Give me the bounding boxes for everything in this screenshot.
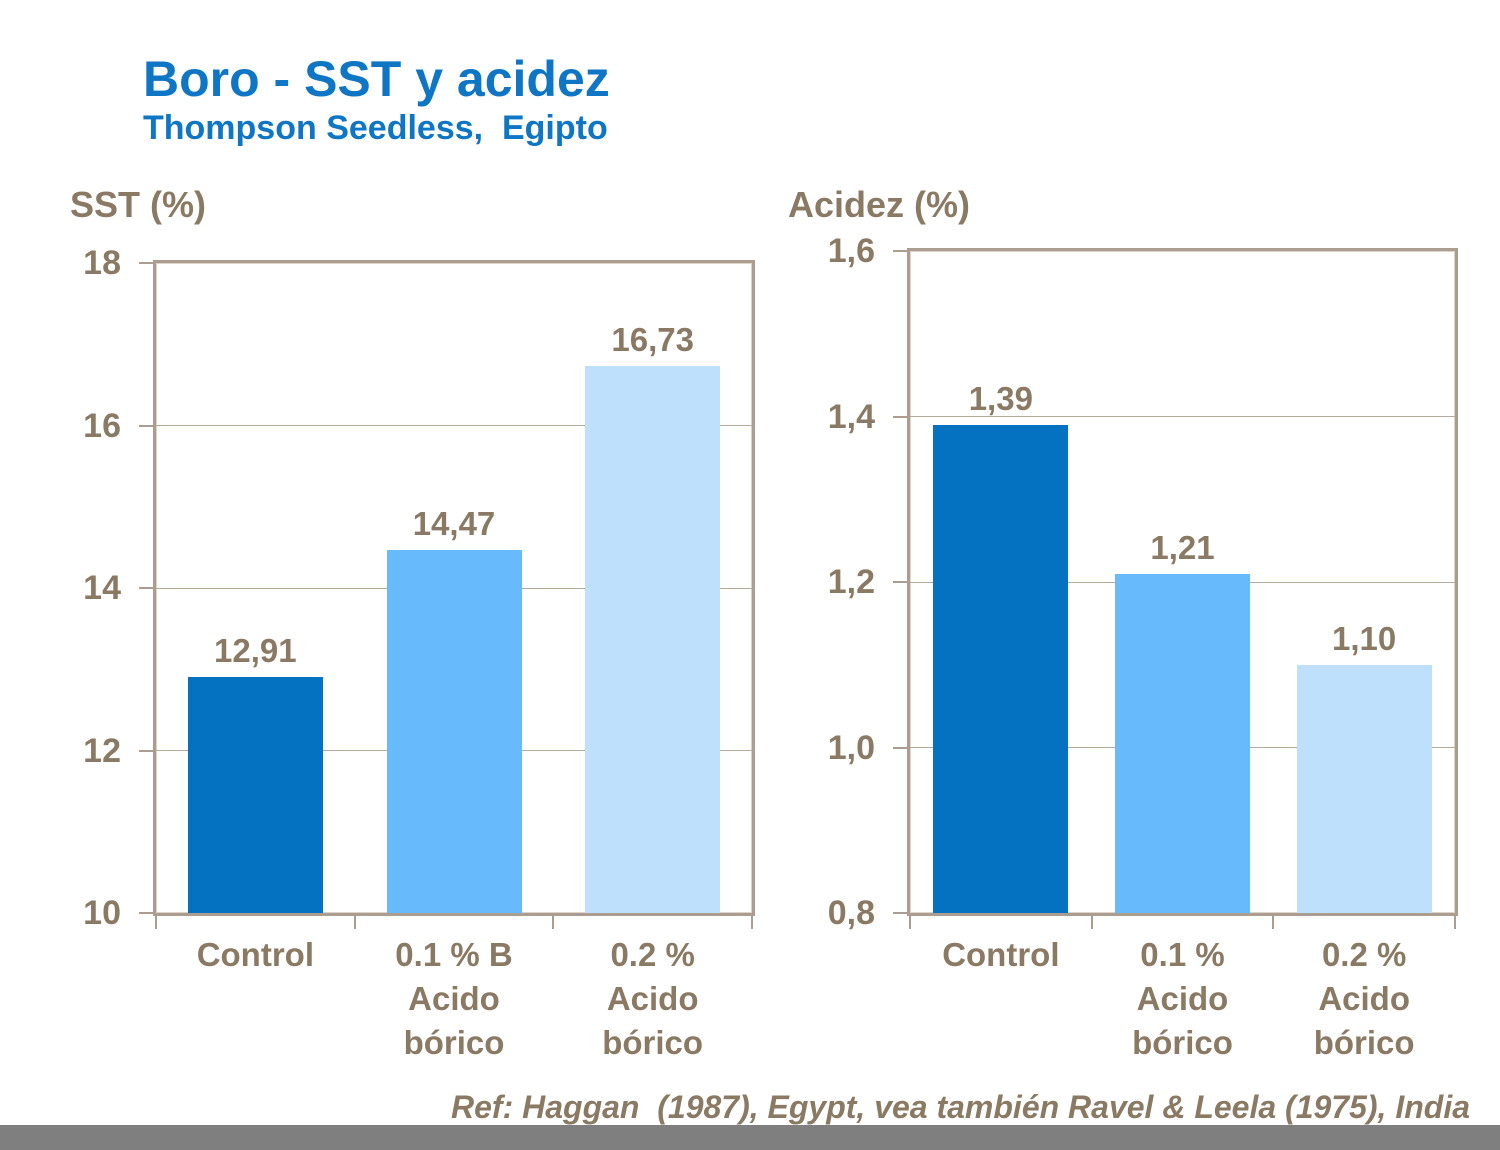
bar-value-label: 1,10	[1332, 619, 1397, 657]
y-axis-tick-mark	[893, 581, 907, 583]
bar	[187, 676, 323, 913]
x-axis-tick-mark	[1454, 916, 1456, 929]
y-axis-tick-mark	[893, 250, 907, 252]
y-axis-tick-mark	[139, 912, 153, 914]
y-axis-tick-mark	[893, 415, 907, 418]
x-axis-tick-mark	[1090, 916, 1093, 929]
bar-value-label: 1,21	[1150, 528, 1215, 566]
bar	[386, 549, 522, 913]
axis-title-sst: SST (%)	[70, 184, 207, 225]
category-label: 0.2 % Acido bórico	[602, 936, 704, 1061]
bar	[933, 424, 1069, 913]
y-axis-tick-mark	[139, 424, 153, 427]
category-label: 0.2 % Acido bórico	[1313, 936, 1415, 1061]
y-axis-tick-label: 1,4	[827, 397, 875, 436]
y-axis-tick-label: 16	[83, 406, 121, 445]
gridline	[156, 425, 752, 426]
category-label: Control	[942, 936, 1060, 973]
y-axis-tick-label: 0,8	[827, 894, 875, 932]
y-axis-tick-label: 1,2	[827, 563, 875, 601]
y-axis-tick-mark	[893, 746, 907, 749]
reference-text: Ref: Haggan (1987), Egypt, vea también R…	[451, 1089, 1470, 1125]
bar	[1115, 573, 1250, 913]
x-axis-tick-mark	[552, 916, 555, 929]
x-axis-tick-mark	[353, 916, 356, 929]
y-axis-tick-mark	[139, 262, 153, 264]
x-axis-tick-mark	[909, 916, 911, 929]
bar-value-label: 14,47	[412, 504, 496, 542]
y-axis-tick-mark	[893, 912, 907, 914]
x-axis-tick-mark	[155, 916, 157, 929]
bar	[585, 366, 721, 913]
bar-value-label: 1,39	[968, 379, 1033, 417]
category-label: 0.1 % Acido bórico	[1132, 936, 1233, 1061]
y-axis-tick-label: 12	[83, 731, 121, 770]
y-axis-tick-mark	[139, 587, 153, 589]
bar-value-label: 12,91	[214, 631, 297, 669]
chart-acidez-plot-area: 1,6 1,4 1,2 1,0 0,8 1,39 1,21 1,10 Control 0.1 % …	[828, 232, 1458, 1061]
x-axis-tick-mark	[751, 916, 753, 929]
bar	[1296, 664, 1432, 913]
y-axis-tick-label: 10	[83, 894, 121, 932]
page-subtitle: Thompson Seedless, Egipto	[143, 109, 608, 147]
category-label: 0.1 % B Acido bórico	[395, 936, 513, 1061]
y-axis-tick-label: 1,6	[827, 232, 875, 270]
gridline	[910, 416, 1455, 417]
x-axis-tick-mark	[1272, 916, 1275, 929]
bar-value-label: 16,73	[611, 321, 694, 359]
axis-title-acidez: Acidez (%)	[788, 184, 971, 225]
y-axis-tick-label: 14	[83, 569, 121, 607]
category-label: Control	[196, 936, 314, 973]
footer-bar	[0, 1125, 1500, 1150]
page-title: Boro - SST y acidez	[143, 51, 610, 107]
chart-sst-plot-area: 18 16 14 12 10 12,91 14,47 16,73 Control 0.1 % B …	[83, 244, 755, 1061]
y-axis-tick-label: 18	[83, 244, 121, 282]
y-axis-tick-mark	[139, 749, 153, 752]
y-axis-tick-label: 1,0	[827, 728, 875, 767]
